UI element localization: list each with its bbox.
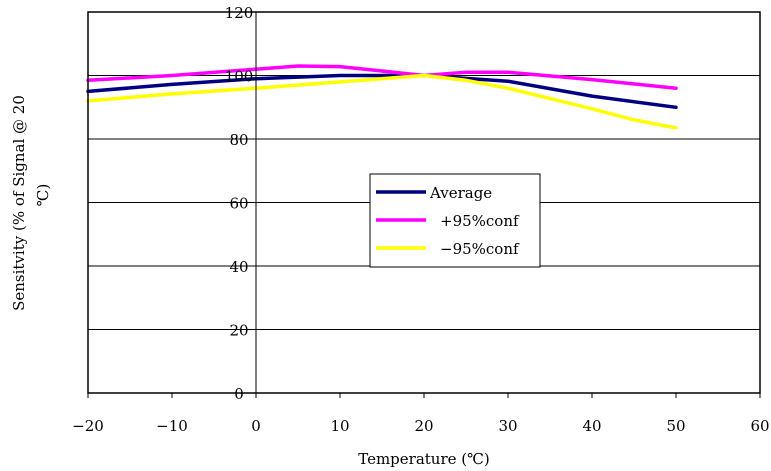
- series-line-2: [86, 64, 678, 90]
- series-line-3: [86, 73, 678, 130]
- x-tick-label: 40: [582, 417, 601, 435]
- x-tick-label: −10: [156, 417, 188, 435]
- y-tick-label: 120: [225, 4, 254, 22]
- x-tick-label: 20: [414, 417, 433, 435]
- x-tick-label: −20: [72, 417, 104, 435]
- y-axis-title-line1: Sensitvity (% of Signal @ 20: [10, 95, 28, 311]
- tick-labels: 0 20 40 60 80 100 120 −20 −10 0 10 20 30 40 50 60: [72, 4, 769, 435]
- y-tick-label: 100: [225, 68, 254, 86]
- series-line-1: [86, 73, 678, 110]
- legend: Average +95%conf −95%conf: [369, 173, 541, 268]
- x-tick-label: 10: [330, 417, 349, 435]
- y-axis-title-line2: ℃): [34, 184, 52, 207]
- x-tick-label: 60: [750, 417, 769, 435]
- x-tick-label: 0: [251, 417, 261, 435]
- y-tick-label: 80: [229, 131, 248, 149]
- x-tick-label: 50: [666, 417, 685, 435]
- y-tick-label: 60: [229, 195, 248, 213]
- x-tick-label: 30: [498, 417, 517, 435]
- axes: [87, 11, 761, 398]
- y-tick-label: 40: [229, 258, 248, 276]
- legend-label-3: −95%conf: [440, 240, 520, 258]
- x-axis-title: Temperature (℃): [358, 450, 490, 468]
- series-lines: [86, 64, 678, 130]
- y-tick-label: 20: [229, 322, 248, 340]
- legend-label-2: +95%conf: [440, 212, 520, 230]
- y-tick-label: 0: [234, 385, 244, 403]
- legend-label-1: Average: [429, 184, 492, 202]
